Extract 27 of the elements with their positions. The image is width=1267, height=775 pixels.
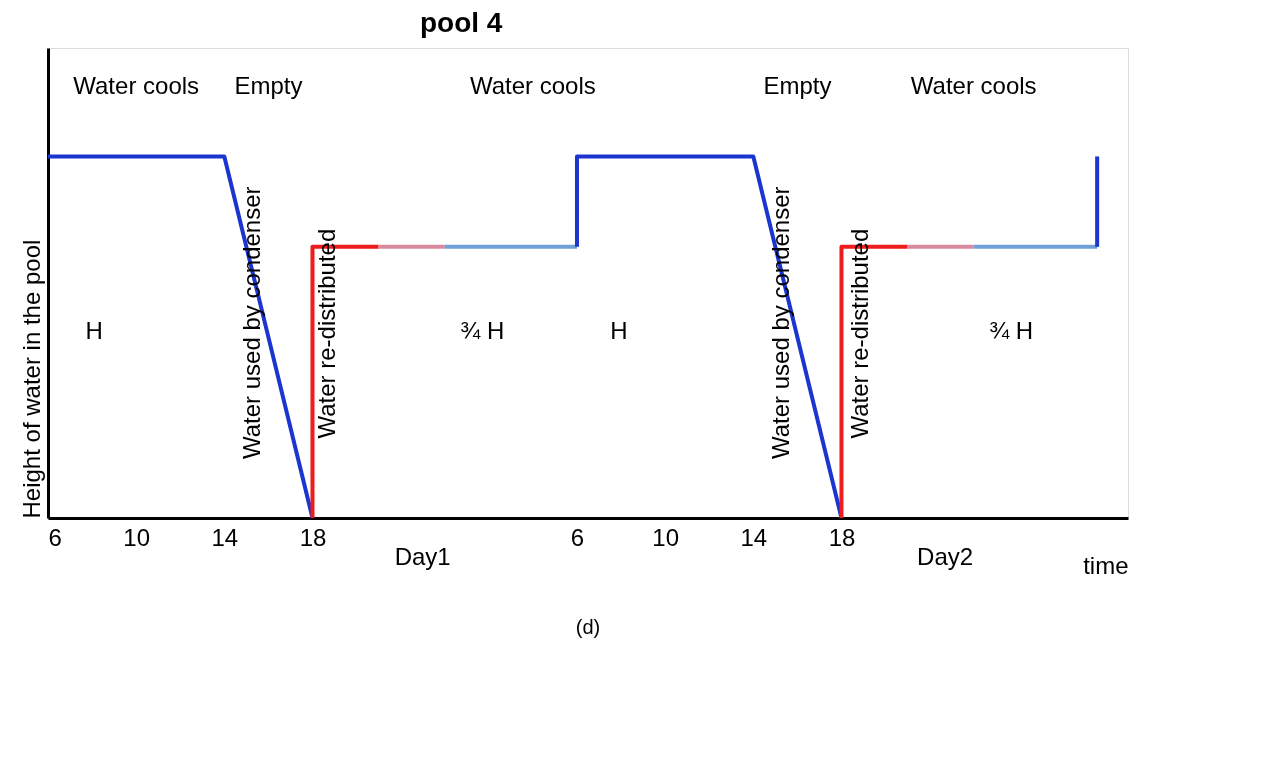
text: (d) xyxy=(575,616,601,638)
chart-title: pool 4 xyxy=(420,7,503,38)
annotation: Water used by condenser xyxy=(766,186,794,460)
text: Water cools xyxy=(73,71,200,99)
x-tick-label: 18 xyxy=(299,523,327,551)
annotation: H xyxy=(610,317,628,345)
x-tick-label: 6 xyxy=(570,523,585,551)
y-axis-title: Height of water in the pool xyxy=(17,239,45,519)
x-tick-label: 14 xyxy=(740,523,768,551)
annotation: ¾ H xyxy=(460,317,505,345)
x-axis-title: time xyxy=(1083,551,1129,579)
text: Day2 xyxy=(917,543,974,570)
text: Water cools xyxy=(910,71,1037,99)
text: Empty xyxy=(763,71,832,99)
x-tick-label: 6 xyxy=(48,523,62,551)
x-tick-label: 18 xyxy=(828,523,856,551)
x-tick-label: 14 xyxy=(211,523,239,551)
x-tick-label: 10 xyxy=(652,523,679,551)
text: Empty xyxy=(234,71,303,99)
annotation: Water used by condenser xyxy=(237,186,265,460)
annotation: H xyxy=(85,317,103,345)
annotation: ¾ H xyxy=(989,317,1034,345)
x-tick-label: 10 xyxy=(123,523,151,551)
annotation: Water re-distributed xyxy=(312,228,340,439)
text: Day1 xyxy=(394,543,451,570)
annotation: Water re-distributed xyxy=(846,228,874,439)
text: Water cools xyxy=(469,71,596,99)
